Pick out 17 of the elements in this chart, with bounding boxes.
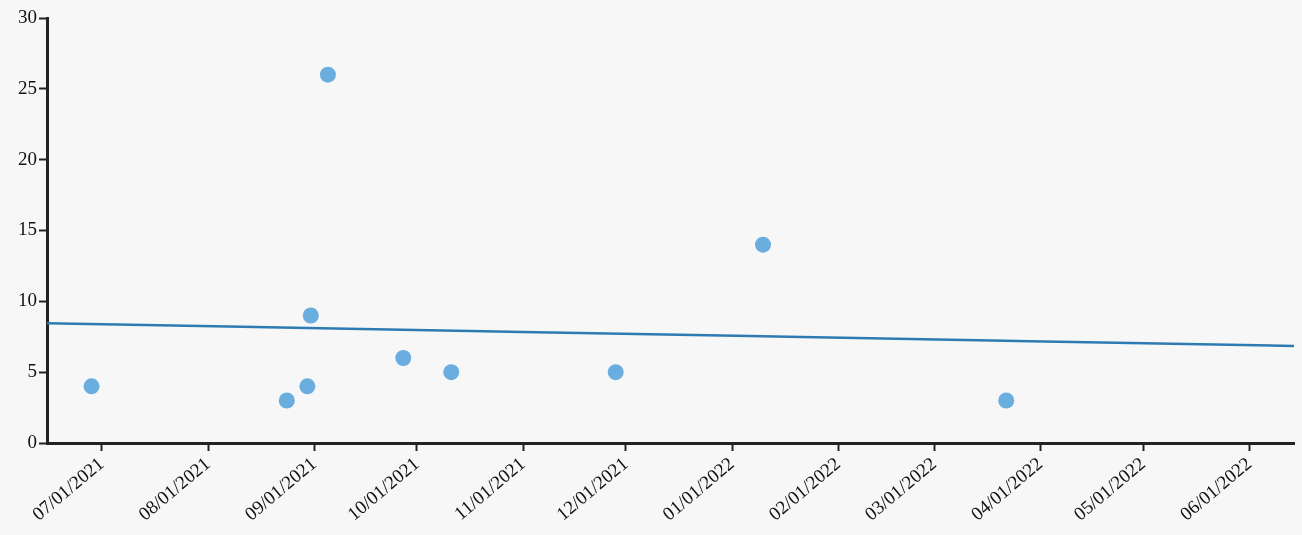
point xyxy=(998,392,1015,409)
point xyxy=(395,350,412,366)
point xyxy=(302,307,319,324)
y-tick-label: 15 xyxy=(18,218,37,240)
point xyxy=(607,364,624,381)
point xyxy=(278,392,295,409)
point xyxy=(83,378,100,395)
y-tick-label: 0 xyxy=(27,430,37,452)
point xyxy=(755,236,771,253)
y-tick-label: 20 xyxy=(18,147,37,169)
y-tick-label: 25 xyxy=(18,76,37,98)
point xyxy=(443,364,460,381)
y-tick-label: 30 xyxy=(18,5,37,27)
point xyxy=(299,378,316,395)
y-tick-label: 5 xyxy=(27,360,37,382)
y-tick-label: 10 xyxy=(18,289,37,311)
point xyxy=(319,66,336,83)
